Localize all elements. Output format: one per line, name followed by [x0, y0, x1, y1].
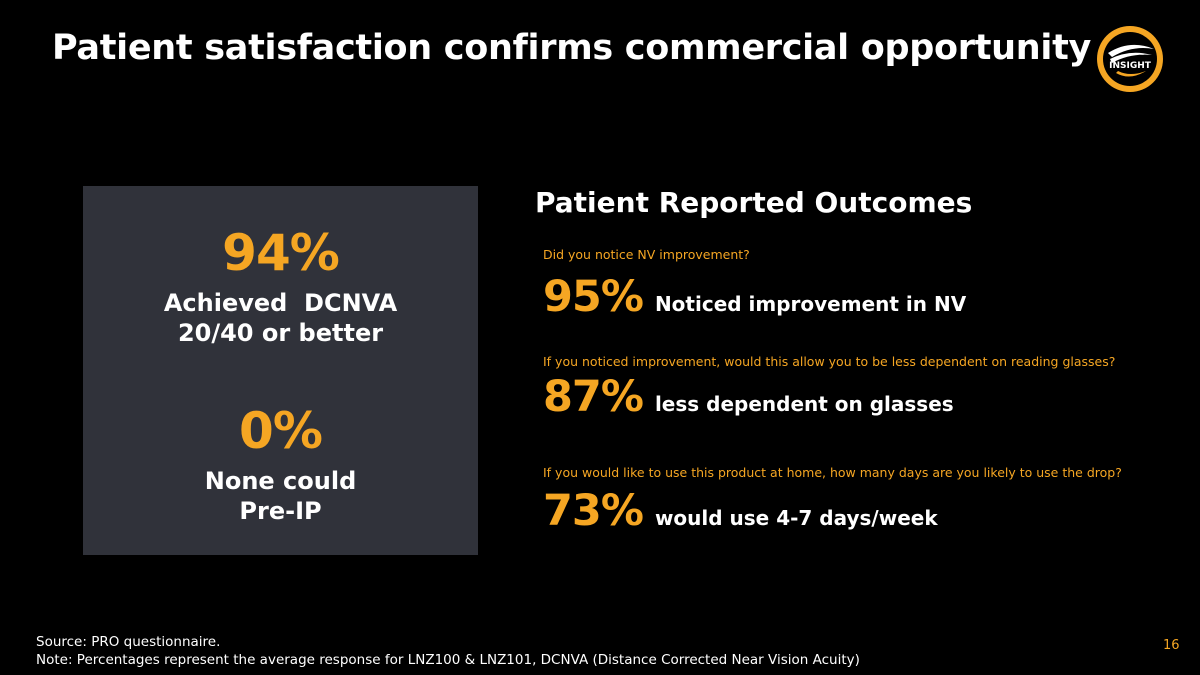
pro-question-2: If you noticed improvement, would this a… [543, 354, 1116, 369]
slide-title: Patient satisfaction confirms commercial… [52, 28, 1092, 68]
stat-pre-ip-label-line1: None could [204, 467, 357, 495]
stats-panel: 94% Achieved DCNVA 20/40 or better 0% No… [83, 186, 478, 555]
pro-answer-3-percent: 73% [543, 486, 644, 536]
pro-answer-2: 87% less dependent on glasses [543, 376, 954, 419]
pro-answer-2-text: less dependent on glasses [654, 392, 954, 416]
pro-answer-2-percent: 87% [543, 372, 644, 422]
stat-dcnva-label: Achieved DCNVA 20/40 or better [83, 288, 478, 348]
pro-title: Patient Reported Outcomes [535, 186, 973, 219]
pro-question-1: Did you notice NV improvement? [543, 247, 750, 262]
footer-note: Note: Percentages represent the average … [36, 652, 860, 668]
stat-dcnva-label-line2: 20/40 or better [177, 319, 384, 347]
stat-pre-ip: 0% None could Pre-IP [83, 406, 478, 526]
pro-answer-1: 95% Noticed improvement in NV [543, 276, 966, 319]
footer-source: Source: PRO questionnaire. [36, 634, 221, 650]
stat-dcnva: 94% Achieved DCNVA 20/40 or better [83, 228, 478, 348]
pro-answer-1-text: Noticed improvement in NV [654, 292, 967, 316]
pro-answer-1-percent: 95% [543, 272, 644, 322]
insight-logo: INSIGHT [1097, 26, 1163, 92]
pro-answer-3-text: would use 4-7 days/week [654, 506, 938, 530]
stat-pre-ip-label: None could Pre-IP [83, 466, 478, 526]
pro-answer-3: 73% would use 4-7 days/week [543, 490, 938, 533]
stat-pre-ip-label-line2: Pre-IP [239, 497, 322, 525]
stat-dcnva-value: 94% [222, 224, 340, 282]
stat-pre-ip-value: 0% [239, 402, 323, 460]
stat-dcnva-label-line1: Achieved DCNVA [163, 289, 398, 317]
page-number: 16 [1163, 638, 1180, 653]
footer-notes: Source: PRO questionnaire. Note: Percent… [36, 633, 860, 669]
logo-text: INSIGHT [1109, 61, 1152, 71]
pro-question-3: If you would like to use this product at… [543, 465, 1122, 480]
